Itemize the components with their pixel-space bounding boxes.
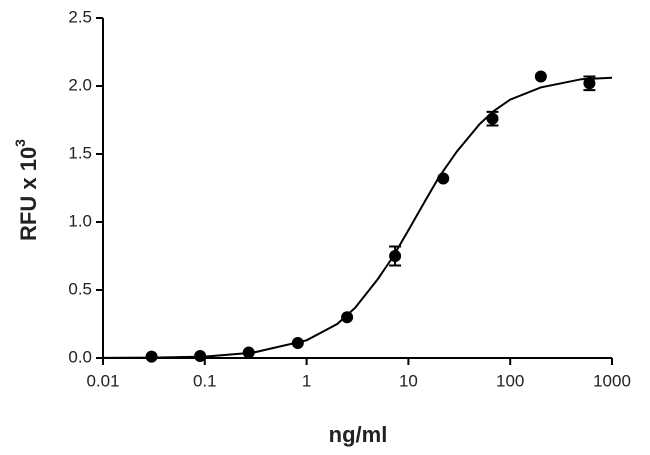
data-point: [291, 337, 304, 350]
y-tick-label: 2.0: [68, 75, 92, 94]
data-point: [341, 311, 354, 324]
y-axis-title-exponent: 3: [12, 139, 28, 147]
x-tick-label: 0.01: [86, 371, 119, 390]
x-axis-title: ng/ml: [329, 422, 388, 447]
data-point: [194, 349, 207, 362]
data-point: [242, 346, 255, 359]
y-tick-label: 2.5: [68, 7, 92, 26]
x-tick-label: 10: [399, 371, 418, 390]
y-tick-label: 0.5: [68, 279, 92, 298]
x-tick-label: 100: [496, 371, 524, 390]
data-point: [534, 70, 547, 83]
x-tick-label: 1000: [593, 371, 631, 390]
y-axis-title: RFU x 103: [12, 139, 41, 241]
data-point: [486, 112, 499, 125]
x-tick-label: 1: [302, 371, 311, 390]
data-point: [145, 350, 158, 363]
y-tick-label: 1.5: [68, 143, 92, 162]
y-tick-label: 1.0: [68, 211, 92, 230]
fit-curve: [102, 76, 613, 359]
x-tick-label: 0.1: [193, 371, 217, 390]
y-axis-title-base: RFU x 10: [16, 147, 41, 241]
data-point: [583, 77, 596, 90]
data-point: [437, 172, 450, 185]
data-point: [389, 250, 402, 262]
y-tick-label: 0.0: [68, 347, 92, 366]
